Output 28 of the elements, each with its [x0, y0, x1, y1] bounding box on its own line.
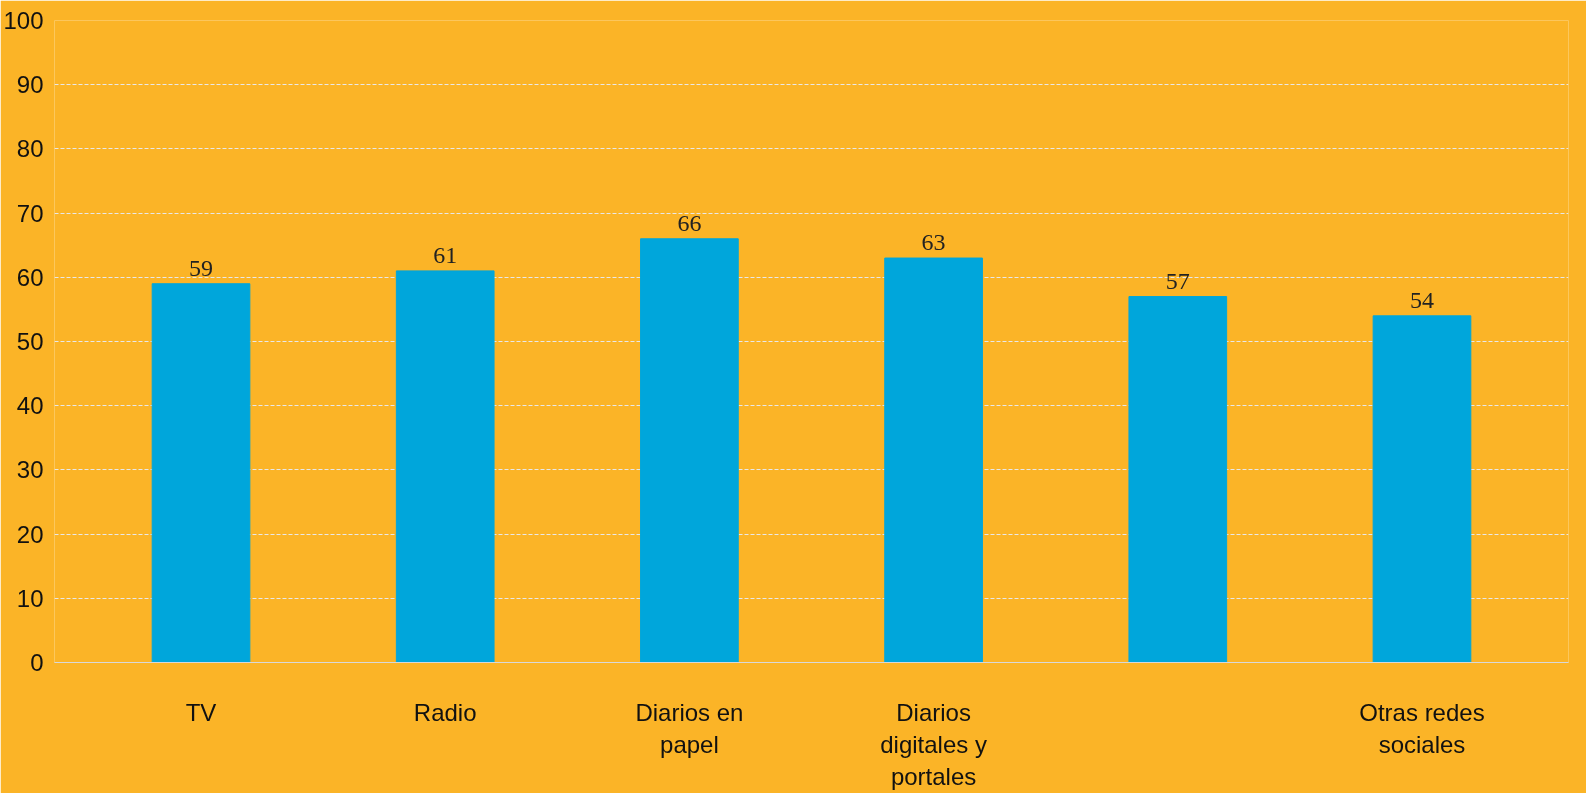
data-label: 57 — [1165, 267, 1190, 294]
data-label: 66 — [677, 209, 702, 236]
x-tick-label: Otras redes sociales — [1359, 698, 1485, 758]
x-tick-label: Diarios digitales y portales — [880, 698, 987, 791]
x-tick-label: TV — [185, 698, 217, 726]
data-label: 59 — [189, 254, 214, 281]
bar — [884, 257, 983, 663]
x-tick-label: Radio — [413, 698, 477, 726]
y-tick-label: 60 — [16, 263, 44, 291]
y-tick-label: 50 — [16, 328, 44, 355]
y-tick-label: 100 — [3, 7, 44, 34]
y-tick-label: 30 — [16, 456, 44, 484]
data-label: 54 — [1409, 286, 1434, 313]
data-label: 61 — [433, 241, 458, 268]
y-tick-label: 70 — [16, 199, 44, 227]
bar — [395, 270, 495, 663]
bar — [1372, 315, 1472, 663]
bar — [1128, 296, 1228, 663]
bar — [640, 238, 739, 663]
y-tick-label: 20 — [16, 520, 44, 548]
y-tick-label: 90 — [16, 71, 44, 99]
y-tick-label: 40 — [16, 392, 44, 420]
y-tick-label: 0 — [30, 649, 44, 676]
bar — [151, 283, 251, 663]
x-tick-label: Diarios en papel — [635, 698, 744, 758]
data-label: 63 — [921, 229, 946, 256]
y-tick-label: 10 — [16, 584, 44, 612]
y-tick-label: 80 — [16, 135, 44, 163]
